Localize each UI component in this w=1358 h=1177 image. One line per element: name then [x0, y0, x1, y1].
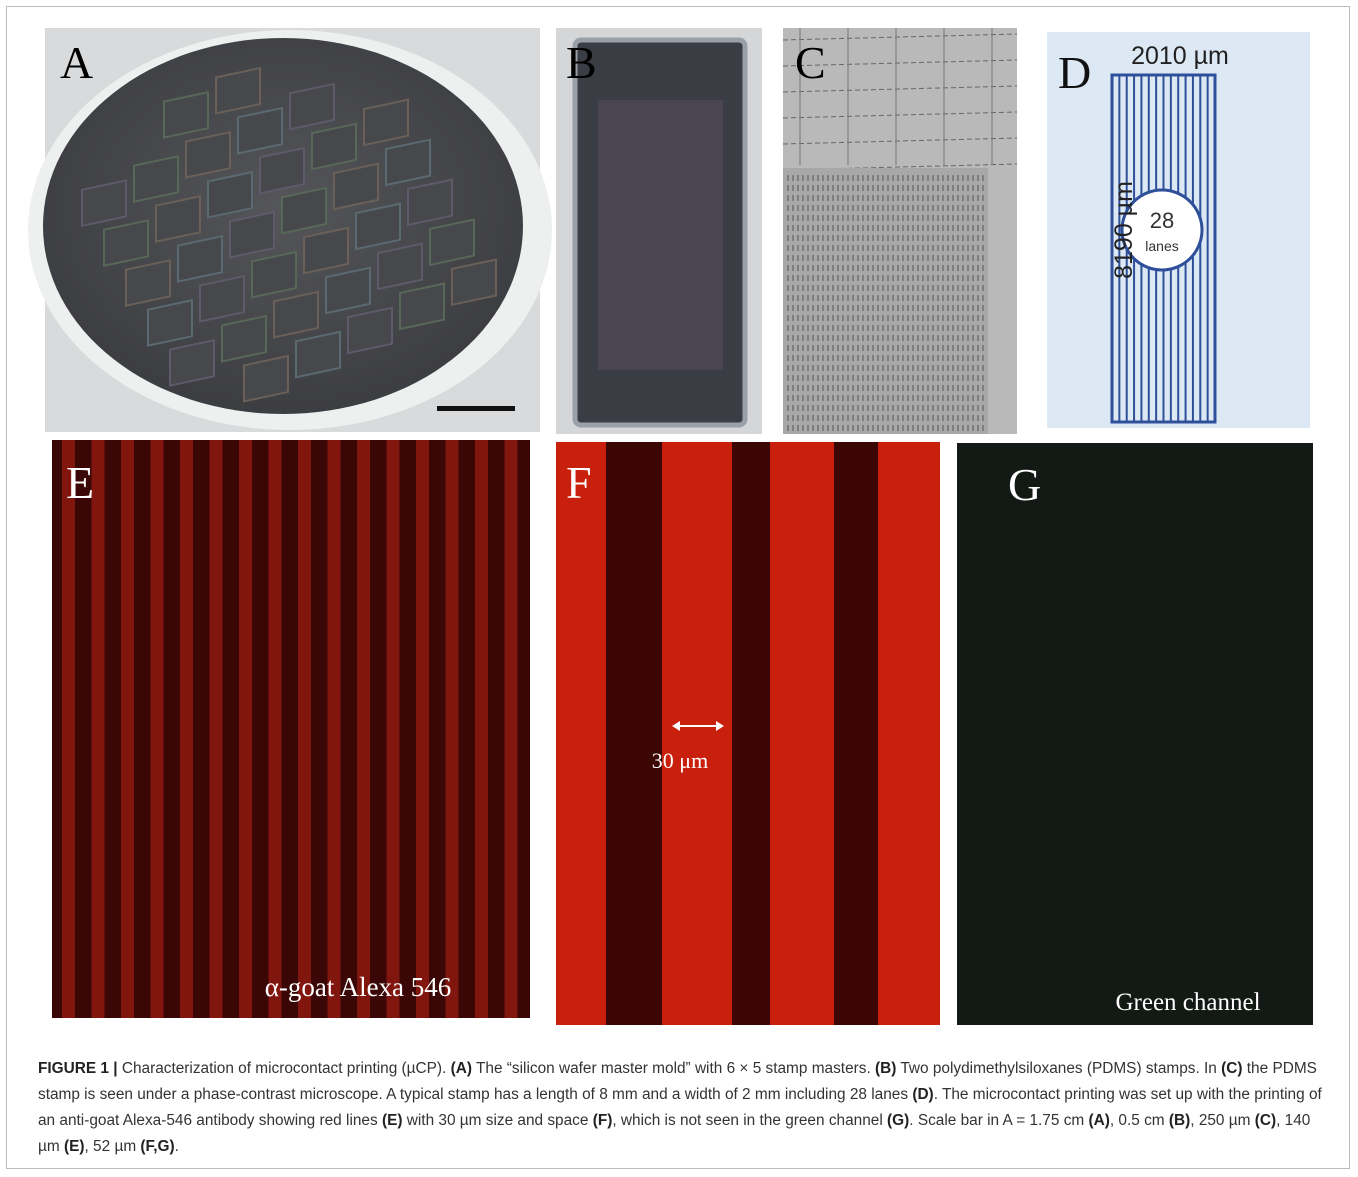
caption-run: FIGURE 1 | [38, 1060, 118, 1077]
stripe [180, 440, 193, 1018]
caption-run: Characterization of microcontact printin… [118, 1060, 451, 1077]
stripe [298, 440, 311, 1018]
caption-run: (E) [382, 1112, 403, 1129]
stripe [92, 440, 105, 1018]
caption-run: , 52 µm [85, 1138, 141, 1155]
stripe [62, 440, 75, 1018]
panel-letter: E [66, 457, 94, 508]
scale-bar [437, 406, 515, 411]
caption-run: (A) [451, 1060, 472, 1077]
caption-run: (B) [875, 1060, 896, 1077]
lane-unit: lanes [1145, 238, 1178, 254]
stripe [770, 442, 834, 1025]
pattern-area [783, 168, 988, 434]
stripe [387, 440, 400, 1018]
width-label: 2010 µm [1131, 42, 1229, 70]
caption-run: (G) [887, 1112, 909, 1129]
caption-run: . Scale bar in A = 1.75 cm [909, 1112, 1088, 1129]
stripe [475, 440, 488, 1018]
caption-run: (B) [1169, 1112, 1190, 1129]
stripe [151, 440, 164, 1018]
panel-letter: C [795, 37, 826, 88]
caption-run: (F,G) [140, 1138, 174, 1155]
panel-letter: G [1008, 459, 1041, 510]
stripe [505, 440, 518, 1018]
panel-letter: D [1058, 47, 1091, 98]
caption-run: (C) [1221, 1060, 1242, 1077]
caption-run: (D) [912, 1086, 933, 1103]
caption-run: , 0.5 cm [1110, 1112, 1169, 1129]
figure-panels: A B C 28 lanes 2010 µm 8190 µm D E α-goa… [0, 0, 1358, 1040]
panel-letter: B [566, 37, 597, 88]
caption-run: , 250 µm [1190, 1112, 1254, 1129]
stripe [210, 440, 223, 1018]
panel-label: 30 μm [652, 748, 708, 773]
caption-run: with 30 µm size and space [402, 1112, 592, 1129]
stamp-pattern [598, 100, 723, 370]
caption-run: (F) [593, 1112, 613, 1129]
length-label: 8190 µm [1110, 181, 1138, 279]
caption-run: Two polydimethylsiloxanes (PDMS) stamps.… [896, 1060, 1221, 1077]
panel-g-image [957, 443, 1313, 1025]
stripe [556, 442, 606, 1025]
lane-count: 28 [1150, 208, 1174, 233]
stripe [416, 440, 429, 1018]
stripe [328, 440, 341, 1018]
stripe [269, 440, 282, 1018]
caption-run: , which is not seen in the green channel [612, 1112, 887, 1129]
caption-run: (C) [1255, 1112, 1276, 1129]
caption-run: (A) [1089, 1112, 1110, 1129]
stripe [357, 440, 370, 1018]
caption-run: . [175, 1138, 179, 1155]
panel-label: Green channel [1115, 989, 1260, 1016]
panel-label: α-goat Alexa 546 [265, 972, 452, 1002]
panel-letter: F [566, 457, 592, 508]
caption-run: The “silicon wafer master mold” with 6 ×… [472, 1060, 875, 1077]
stripe [239, 440, 252, 1018]
stripe [662, 442, 732, 1025]
figure-page: A B C 28 lanes 2010 µm 8190 µm D E α-goa… [0, 0, 1358, 1177]
caption-run: (E) [64, 1138, 85, 1155]
caption: FIGURE 1 | Characterization of microcont… [38, 1056, 1330, 1160]
stripe [121, 440, 134, 1018]
stripe [446, 440, 459, 1018]
panel-letter: A [60, 37, 93, 88]
stripe [878, 442, 940, 1025]
